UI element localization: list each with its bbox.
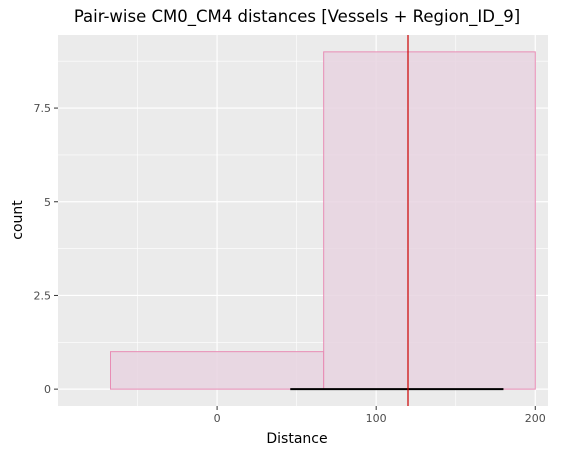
histogram-bar [110,351,325,390]
y-tick-label: 5 [44,196,51,209]
y-axis-title: count [10,200,26,240]
y-tick-label: 7.5 [34,102,52,115]
x-tick-label: 200 [525,412,546,425]
overlay-lines [290,35,504,406]
axis-ticks: 0 100 200 0 2.5 5 7.5 [34,102,546,425]
histogram-bar [323,51,536,390]
x-axis-title: Distance [266,431,327,447]
y-tick-label: 2.5 [34,289,52,302]
histogram-bars [110,51,536,390]
chart-title: Pair-wise CM0_CM4 distances [Vessels + R… [74,7,520,27]
x-tick-label: 0 [214,412,221,425]
x-tick-label: 100 [366,412,387,425]
y-tick-label: 0 [44,383,51,396]
